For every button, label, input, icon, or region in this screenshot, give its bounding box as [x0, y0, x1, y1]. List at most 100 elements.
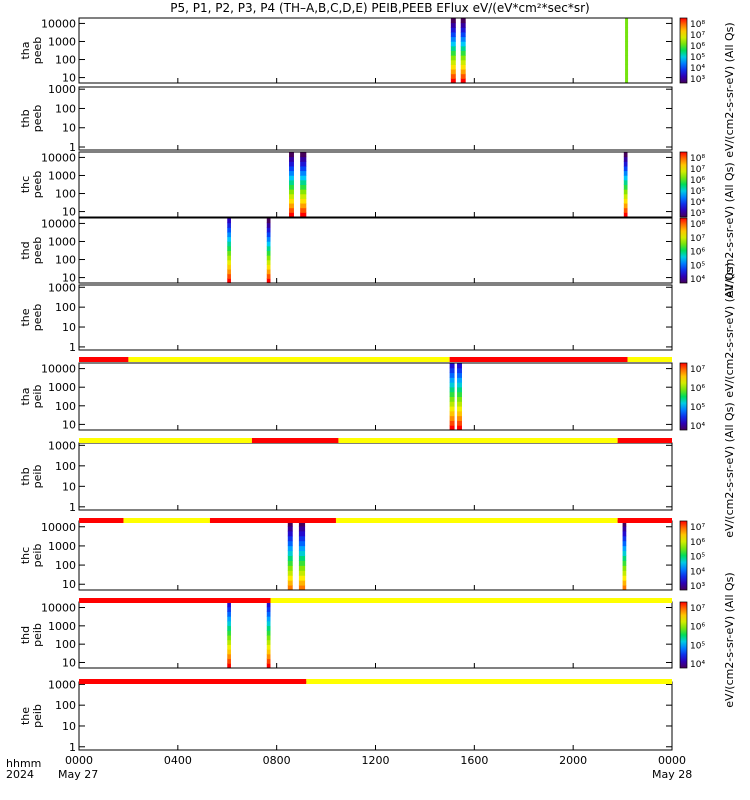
panel-frame: [78, 86, 673, 151]
panel-frame: [78, 681, 673, 751]
burst-8-0-cell: [227, 616, 231, 622]
burst-8-0-cell: [227, 658, 231, 664]
colorbar: [679, 17, 688, 84]
burst-7-1-cell: [298, 550, 306, 556]
burst-2-1-cell: [300, 175, 307, 181]
burst-2-2-cell: [623, 165, 628, 172]
y-tick-label: 10: [62, 656, 76, 669]
burst-0-2-cell: [625, 59, 629, 65]
colorbar-tick-label: 10⁵: [690, 261, 705, 271]
burst-5-0-cell: [449, 406, 455, 412]
burst-8-0-cell: [227, 606, 231, 612]
burst-7-0-cell: [287, 525, 293, 532]
colorbar-side-label: eV/(cm2-s-sr-eV) (All Qs): [723, 572, 736, 707]
y-tick-label: 100: [55, 254, 76, 267]
burst-7-1-cell: [298, 525, 306, 532]
burst-5-0-cell: [449, 363, 455, 369]
burst-0-2-cell: [625, 64, 629, 70]
burst-7-1-cell: [298, 570, 306, 576]
burst-5-1-cell: [457, 425, 462, 431]
burst-8-0-cell: [227, 635, 231, 641]
burst-2-1-cell: [300, 189, 307, 195]
colorbar-tick-label: 10³: [690, 75, 705, 85]
mode-bar-segment: [251, 438, 339, 443]
burst-7-2-cell: [622, 521, 627, 527]
burst-7-0-cell: [287, 585, 293, 591]
burst-3-0-cell: [227, 250, 231, 256]
burst-3-1-cell: [266, 259, 271, 265]
burst-5-1-cell: [457, 415, 462, 421]
y-tick-label: 10000: [41, 521, 76, 534]
burst-0-0-cell: [450, 78, 456, 84]
burst-0-0-cell: [450, 27, 456, 33]
burst-0-0-cell: [450, 45, 456, 51]
burst-3-1-cell: [266, 227, 271, 233]
burst-0-1-cell: [460, 59, 466, 65]
y-tick-label: 1: [69, 501, 76, 514]
burst-2-1-cell: [300, 179, 307, 185]
burst-7-2-cell: [622, 585, 627, 591]
burst-0-0-cell: [450, 50, 456, 56]
burst-0-1-cell: [460, 36, 466, 42]
burst-7-0-cell: [287, 530, 293, 537]
burst-3-1-cell: [266, 269, 271, 275]
burst-8-0-cell: [227, 639, 231, 645]
y-tick-label: 1: [69, 341, 76, 354]
y-axis-label-line2: peib: [31, 704, 44, 728]
colorbar-tick-label: 10⁴: [690, 422, 705, 432]
burst-2-1-cell: [300, 184, 307, 190]
burst-5-1-cell: [457, 382, 462, 388]
mode-bar-segment: [270, 598, 672, 603]
burst-3-1-cell: [266, 222, 271, 228]
footer-end-date: May 28: [652, 768, 693, 781]
burst-2-0-cell: [289, 161, 294, 167]
burst-3-0-cell: [227, 241, 231, 247]
y-axis-label-line2: peib: [31, 385, 44, 409]
burst-0-2-cell: [625, 36, 629, 42]
burst-7-1-cell: [298, 521, 306, 527]
burst-5-1-cell: [457, 420, 462, 426]
footer-hhmm-label: hhmm: [6, 757, 42, 770]
burst-0-2-cell: [625, 50, 629, 56]
burst-3-1-cell: [266, 231, 271, 238]
burst-5-1-cell: [457, 410, 462, 417]
burst-3-0-cell: [227, 231, 231, 238]
burst-2-0-cell: [289, 179, 294, 185]
burst-3-0-cell: [227, 269, 231, 275]
burst-3-1-cell: [266, 273, 271, 279]
panel-frame: [78, 520, 673, 591]
y-tick-label: 10: [62, 578, 76, 591]
y-tick-label: 100: [55, 188, 76, 201]
burst-7-0-cell: [287, 550, 293, 556]
burst-0-1-cell: [460, 50, 466, 56]
y-axis-label-line1: the: [19, 308, 32, 326]
panel-frame: [78, 151, 673, 218]
y-tick-label: 1000: [48, 281, 76, 294]
y-tick-label: 10000: [41, 602, 76, 615]
colorbar-tick-label: 10⁸: [690, 20, 705, 30]
burst-2-2-cell: [623, 193, 628, 199]
burst-0-1-cell: [460, 69, 466, 75]
colorbar-tick-label: 10⁴: [690, 567, 705, 577]
burst-2-1-cell: [300, 193, 307, 199]
burst-2-2-cell: [623, 161, 628, 167]
colorbar-tick-label: 10⁴: [690, 64, 705, 74]
colorbar-tick-label: 10⁵: [690, 553, 705, 563]
burst-3-0-cell: [227, 278, 231, 284]
colorbar-tick-label: 10⁷: [690, 523, 705, 533]
burst-8-1-cell: [266, 616, 271, 622]
colorbar-tick-label: 10⁶: [690, 42, 705, 52]
burst-2-1-cell: [300, 212, 307, 218]
mode-bar-segment: [79, 679, 307, 684]
y-tick-label: 100: [55, 102, 76, 115]
burst-5-1-cell: [457, 386, 462, 393]
y-tick-label: 10000: [41, 151, 76, 164]
colorbar-tick-label: 10⁴: [690, 275, 705, 285]
mode-bar-segment: [209, 518, 336, 523]
burst-0-2-cell: [625, 45, 629, 51]
colorbar-side-label: eV/(cm2-s-sr-eV) (All Qs): [723, 22, 736, 157]
mode-bar-segment: [338, 438, 618, 443]
burst-2-2-cell: [623, 170, 628, 176]
